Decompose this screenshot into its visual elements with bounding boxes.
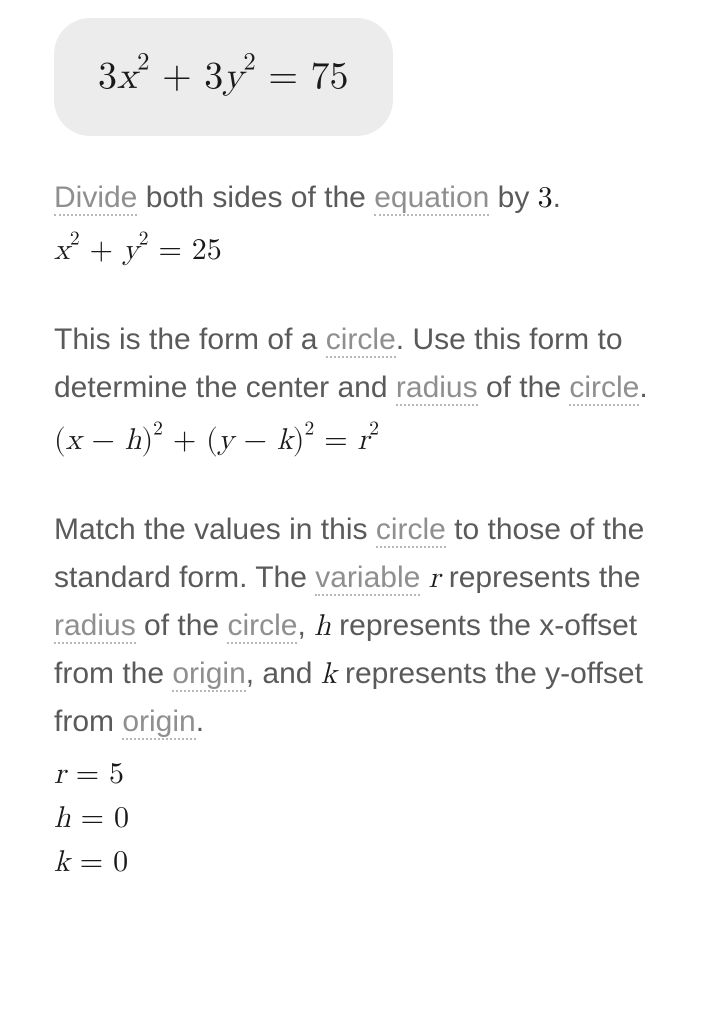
var-x: x — [117, 58, 137, 96]
plus-op: + — [149, 58, 204, 96]
term-variable[interactable]: variable — [315, 561, 420, 596]
step-3: Match the values in this circle to those… — [54, 506, 658, 880]
plus-op: + — [80, 235, 123, 265]
result-r: r = 5 — [54, 756, 658, 792]
main-equation: 3x2 + 3y2 = 75 — [98, 58, 349, 96]
text: . — [196, 705, 204, 738]
equals-op: = — [256, 58, 311, 96]
equals-op: = — [314, 425, 357, 455]
coef-2: 3 — [204, 58, 223, 96]
exp-1: 2 — [70, 228, 80, 248]
var-h: h — [125, 425, 142, 455]
rhs: 25 — [192, 235, 222, 265]
var-k: k — [321, 659, 337, 689]
rparen: ) — [141, 425, 153, 455]
minus-op: − — [82, 425, 125, 455]
equals-op: = — [71, 803, 114, 833]
step-1-equation: x2 + y2 = 25 — [54, 232, 658, 268]
var-y: y — [223, 58, 243, 96]
coef-1: 3 — [98, 58, 117, 96]
var-r: r — [429, 563, 441, 593]
var-r: r — [54, 759, 66, 789]
term-equation[interactable]: equation — [374, 181, 489, 216]
text: , — [297, 609, 314, 642]
val: 0 — [114, 803, 129, 833]
rhs: 75 — [311, 58, 349, 96]
term-radius[interactable]: radius — [54, 609, 136, 644]
rparen: ) — [293, 425, 305, 455]
result-h: h = 0 — [54, 800, 658, 836]
val: 5 — [109, 759, 124, 789]
step-2-text: This is the form of a circle. Use this f… — [54, 316, 658, 412]
term-circle[interactable]: circle — [376, 513, 446, 548]
equals-op: = — [66, 759, 109, 789]
term-divide[interactable]: Divide — [54, 181, 137, 216]
text: . — [553, 181, 561, 214]
text: . — [639, 371, 647, 404]
var-y: y — [123, 235, 139, 265]
var-k: k — [277, 425, 293, 455]
step-3-text: Match the values in this circle to those… — [54, 506, 658, 746]
var-h: h — [54, 803, 71, 833]
term-circle[interactable]: circle — [227, 609, 297, 644]
var-x: x — [66, 425, 82, 455]
lparen: ( — [54, 425, 66, 455]
step-1-text: Divide both sides of the equation by 3. — [54, 174, 658, 222]
text: represents the — [440, 561, 640, 594]
var-r: r — [358, 425, 370, 455]
term-origin[interactable]: origin — [172, 657, 245, 692]
minus-op: − — [234, 425, 277, 455]
text: , and — [246, 657, 321, 690]
num-3: 3 — [538, 183, 553, 213]
val: 0 — [113, 847, 128, 877]
plus-op: + — [163, 425, 206, 455]
exp-r: 2 — [369, 418, 379, 438]
text: both sides of the — [137, 181, 374, 214]
term-origin[interactable]: origin — [122, 705, 195, 740]
result-k: k = 0 — [54, 844, 658, 880]
text — [420, 561, 428, 594]
text: by — [489, 181, 537, 214]
text: of the — [136, 609, 228, 642]
exp-2: 2 — [304, 418, 314, 438]
exp-1: 2 — [153, 418, 163, 438]
equals-op: = — [148, 235, 191, 265]
term-radius[interactable]: radius — [396, 371, 478, 406]
equals-op: = — [70, 847, 113, 877]
var-y: y — [218, 425, 234, 455]
text: Match the values in this — [54, 513, 376, 546]
main-equation-box: 3x2 + 3y2 = 75 — [54, 18, 393, 136]
term-circle[interactable]: circle — [569, 371, 639, 406]
var-k: k — [54, 847, 70, 877]
text: This is the form of a — [54, 323, 326, 356]
var-x: x — [54, 235, 70, 265]
step-2-equation: (x − h)2 + (y − k)2 = r2 — [54, 422, 658, 458]
step-2: This is the form of a circle. Use this f… — [54, 316, 658, 458]
lparen: ( — [206, 425, 218, 455]
term-circle[interactable]: circle — [326, 323, 396, 358]
text: of the — [478, 371, 570, 404]
step-1: Divide both sides of the equation by 3. … — [54, 174, 658, 268]
exp-2: 2 — [243, 49, 255, 74]
exp-1: 2 — [137, 49, 149, 74]
var-h: h — [314, 611, 331, 641]
